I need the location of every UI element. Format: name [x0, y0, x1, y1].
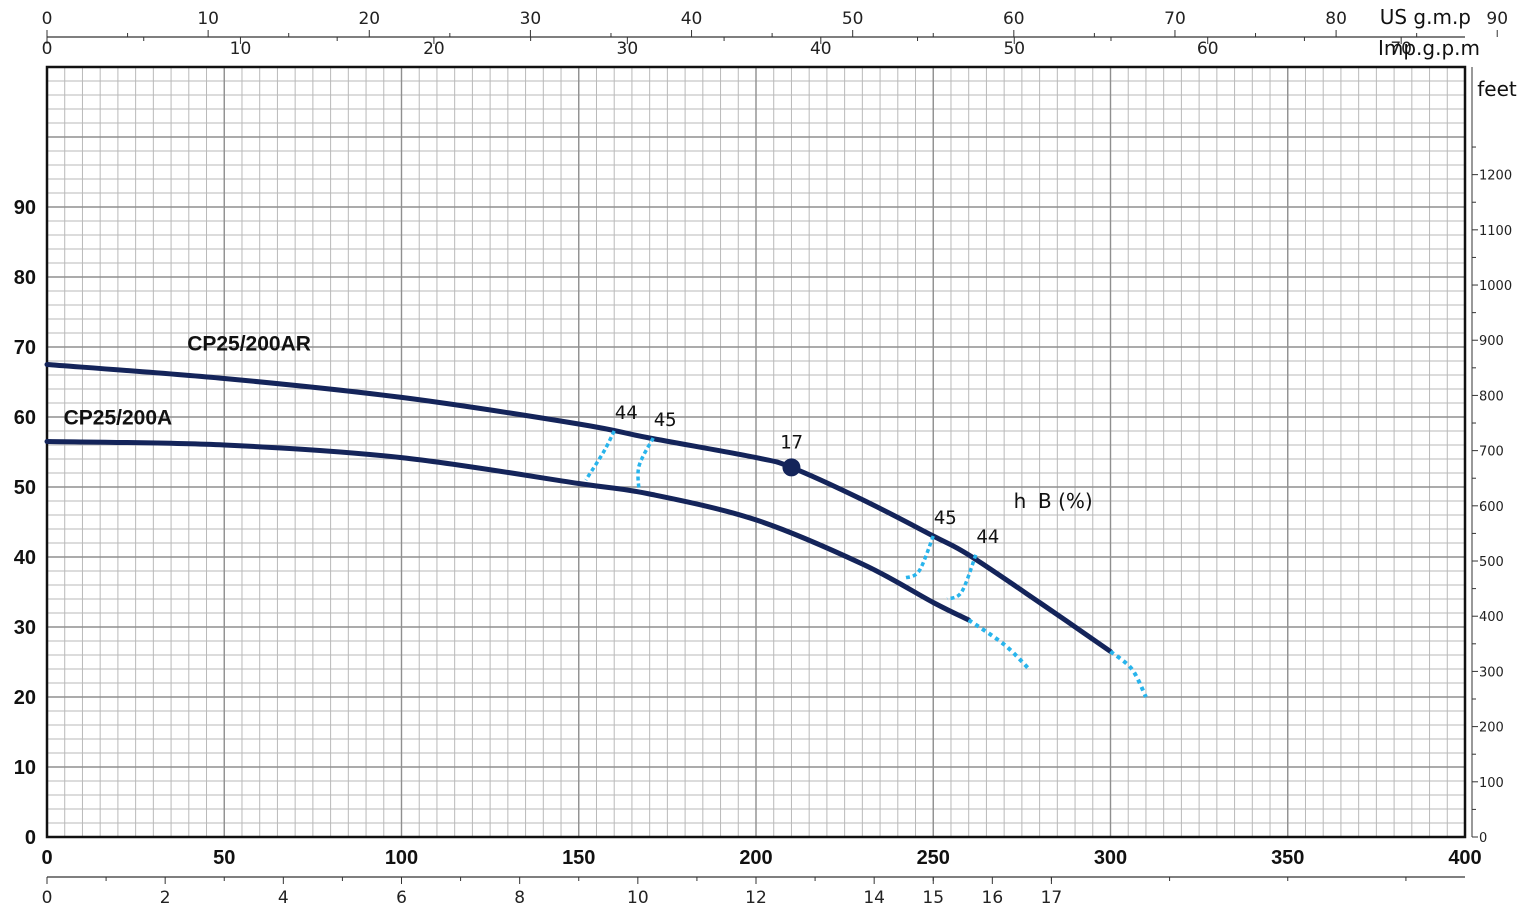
tick-label-x2: 15 — [922, 888, 944, 908]
operating-point — [782, 458, 801, 477]
curve-tail-cp25/200ar — [1109, 649, 1148, 698]
tick-label-us: 20 — [358, 9, 380, 29]
tick-label-y: 30 — [14, 617, 36, 639]
tick-label-y: 70 — [14, 337, 36, 359]
tick-label-y: 90 — [14, 197, 36, 219]
tick-label-feet: 100 — [1479, 776, 1504, 791]
tick-label-feet: 800 — [1479, 389, 1504, 404]
tick-label-x2: 12 — [745, 888, 767, 908]
tick-label-imp: 50 — [1003, 39, 1025, 59]
tick-label-us: 90 — [1486, 9, 1508, 29]
tick-label-x2: 6 — [396, 888, 407, 908]
tick-label-x2: 2 — [160, 888, 171, 908]
tick-label-x: 200 — [739, 847, 772, 869]
efficiency-symbol: h — [1014, 489, 1027, 513]
tick-label-feet: 1200 — [1479, 169, 1512, 184]
efficiency-line-45 — [904, 535, 935, 580]
axes — [45, 30, 1498, 884]
tick-label-imp: 60 — [1197, 39, 1219, 59]
tick-label-feet: 700 — [1479, 445, 1504, 460]
plot-frame — [45, 65, 1467, 839]
tick-label-x: 350 — [1271, 847, 1304, 869]
tick-label-feet: 500 — [1479, 555, 1504, 570]
tick-label-imp: 30 — [617, 39, 639, 59]
tick-label-x: 50 — [213, 847, 235, 869]
tick-label-imp: 10 — [230, 39, 252, 59]
tick-label-feet: 300 — [1479, 665, 1504, 680]
tick-label-x: 150 — [562, 847, 595, 869]
tick-label-y: 60 — [14, 407, 36, 429]
tick-label-us: 80 — [1325, 9, 1347, 29]
tick-label-imp: 20 — [423, 39, 445, 59]
unit-us: US g.m.p — [1380, 5, 1471, 29]
tick-label-feet: 1000 — [1479, 279, 1512, 294]
tick-label-us: 50 — [842, 9, 864, 29]
tick-label-x: 100 — [385, 847, 418, 869]
tick-label-x: 400 — [1448, 847, 1481, 869]
efficiency-line-44 — [584, 430, 616, 481]
tick-label-y: 50 — [14, 477, 36, 499]
efficiency-curves — [584, 430, 978, 601]
tick-label-us: 60 — [1003, 9, 1025, 29]
efficiency-line-45 — [636, 437, 655, 491]
series-label-a: CP25/200A — [64, 407, 173, 430]
efficiency-label: 44 — [615, 402, 638, 424]
tick-label-x2: 8 — [514, 888, 525, 908]
tick-labels: 0102030405060708090100US g.m.p0102030405… — [14, 5, 1517, 908]
curve-cp25/200a — [44, 439, 972, 623]
tick-label-x2: 14 — [863, 888, 885, 908]
efficiency-label: 45 — [934, 507, 957, 529]
tick-label-feet: 900 — [1479, 334, 1504, 349]
tick-label-y: 80 — [14, 267, 36, 289]
tick-label-us: 70 — [1164, 9, 1186, 29]
tick-label-y: 10 — [14, 757, 36, 779]
efficiency-line-44 — [946, 554, 978, 601]
tick-label-y: 20 — [14, 687, 36, 709]
tick-label-x2: 10 — [627, 888, 649, 908]
curve-cp25/200ar — [44, 362, 1113, 654]
series-label-ar: CP25/200AR — [187, 333, 311, 356]
tick-label-imp: 70 — [1390, 39, 1412, 59]
operating-point-label: 17 — [780, 431, 803, 453]
tick-label-feet: 200 — [1479, 721, 1504, 736]
efficiency-unit: B (%) — [1038, 489, 1093, 513]
tick-label-x: 250 — [917, 847, 950, 869]
tick-label-y: 0 — [25, 827, 36, 849]
tick-label-feet: 0 — [1479, 831, 1487, 846]
tick-label-imp: 40 — [810, 39, 832, 59]
tick-label-x: 300 — [1094, 847, 1127, 869]
tick-label-x: 0 — [41, 847, 52, 869]
tick-label-x2: 0 — [42, 888, 53, 908]
tick-label-feet: 600 — [1479, 500, 1504, 515]
chart-labels: CP25/200AR CP25/200A 44 45 45 44 17 h B (%) — [64, 333, 1093, 548]
tick-label-us: 10 — [197, 9, 219, 29]
tick-label-imp: 0 — [42, 39, 53, 59]
tick-label-feet: 400 — [1479, 610, 1504, 625]
unit-imp: Imp.g.p.m — [1378, 36, 1480, 60]
efficiency-label: 44 — [976, 526, 999, 548]
tick-label-us: 0 — [42, 9, 53, 29]
tick-label-us: 40 — [681, 9, 703, 29]
tick-label-x2: 4 — [278, 888, 289, 908]
tick-label-x2: 17 — [1041, 888, 1063, 908]
tick-label-y: 40 — [14, 547, 36, 569]
pump-curves — [44, 362, 1148, 698]
curve-tail-cp25/200a — [967, 618, 1031, 671]
tick-label-feet: 1100 — [1479, 224, 1512, 239]
efficiency-label: 45 — [654, 409, 677, 431]
unit-feet: feet — [1477, 77, 1517, 101]
tick-label-x2: 16 — [982, 888, 1004, 908]
tick-label-us: 30 — [520, 9, 542, 29]
